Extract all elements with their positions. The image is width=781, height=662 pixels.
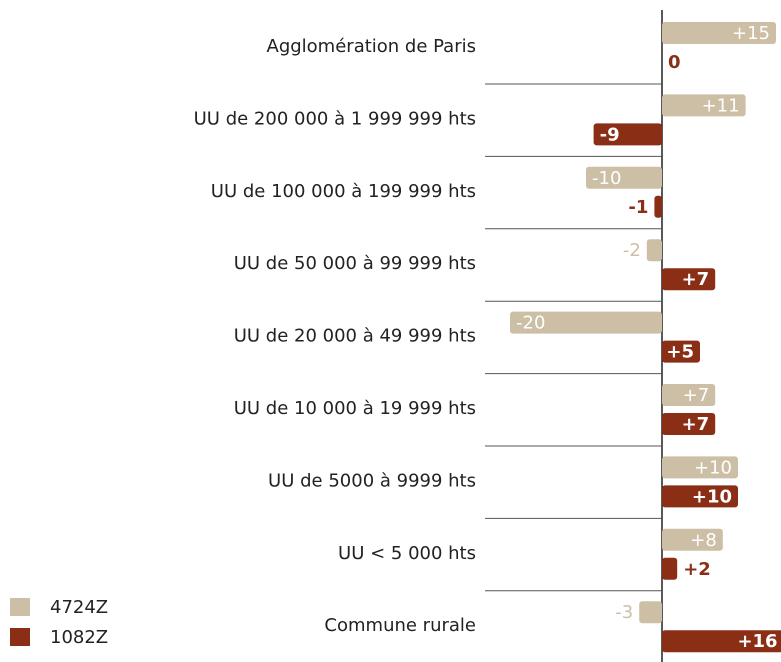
bar xyxy=(662,340,700,363)
category-label: Commune rurale xyxy=(324,615,476,636)
value-label: +11 xyxy=(702,95,740,116)
bar xyxy=(586,166,662,189)
bar xyxy=(639,601,662,624)
bar xyxy=(662,413,716,435)
legend-label: 4724Z xyxy=(50,597,108,618)
value-label: +10 xyxy=(692,486,732,507)
category-label: UU de 5000 à 9999 hts xyxy=(268,470,476,491)
value-label: -1 xyxy=(628,197,648,218)
value-label: +2 xyxy=(683,559,711,580)
category-label: UU de 100 000 à 199 999 hts xyxy=(211,181,476,202)
bar xyxy=(662,22,776,44)
legend-label: 1082Z xyxy=(50,627,108,648)
bar xyxy=(662,557,678,580)
bar xyxy=(593,123,662,146)
value-label: -20 xyxy=(516,313,545,334)
bar xyxy=(662,268,716,291)
bar xyxy=(646,239,662,262)
value-label: +16 xyxy=(737,631,777,652)
category-label: Agglomération de Paris xyxy=(267,36,477,57)
bar xyxy=(662,456,738,479)
value-label: +15 xyxy=(732,23,770,44)
bar xyxy=(654,195,662,218)
bar xyxy=(510,311,662,334)
value-label: +10 xyxy=(694,457,732,478)
value-label: +5 xyxy=(666,342,694,363)
value-label: -3 xyxy=(615,602,633,623)
legend-swatch xyxy=(10,598,30,616)
value-label: 0 xyxy=(668,52,681,73)
value-label: +7 xyxy=(682,269,710,290)
value-label: +7 xyxy=(683,385,710,406)
category-label: UU de 200 000 à 1 999 999 hts xyxy=(194,108,476,129)
legend-swatch xyxy=(10,628,30,646)
value-label: +7 xyxy=(682,414,710,435)
bar xyxy=(662,384,716,406)
bar xyxy=(662,94,746,117)
category-label: UU de 50 000 à 99 999 hts xyxy=(234,253,476,274)
value-label: -9 xyxy=(600,124,620,145)
value-label: -10 xyxy=(592,168,621,189)
category-label: UU de 10 000 à 19 999 hts xyxy=(234,398,476,419)
category-label: UU de 20 000 à 49 999 hts xyxy=(234,326,476,347)
bar xyxy=(662,485,738,508)
bar xyxy=(662,528,723,551)
bar xyxy=(662,630,781,653)
value-label: +8 xyxy=(690,530,717,551)
value-label: -2 xyxy=(623,240,641,261)
category-label: UU < 5 000 hts xyxy=(338,543,476,564)
